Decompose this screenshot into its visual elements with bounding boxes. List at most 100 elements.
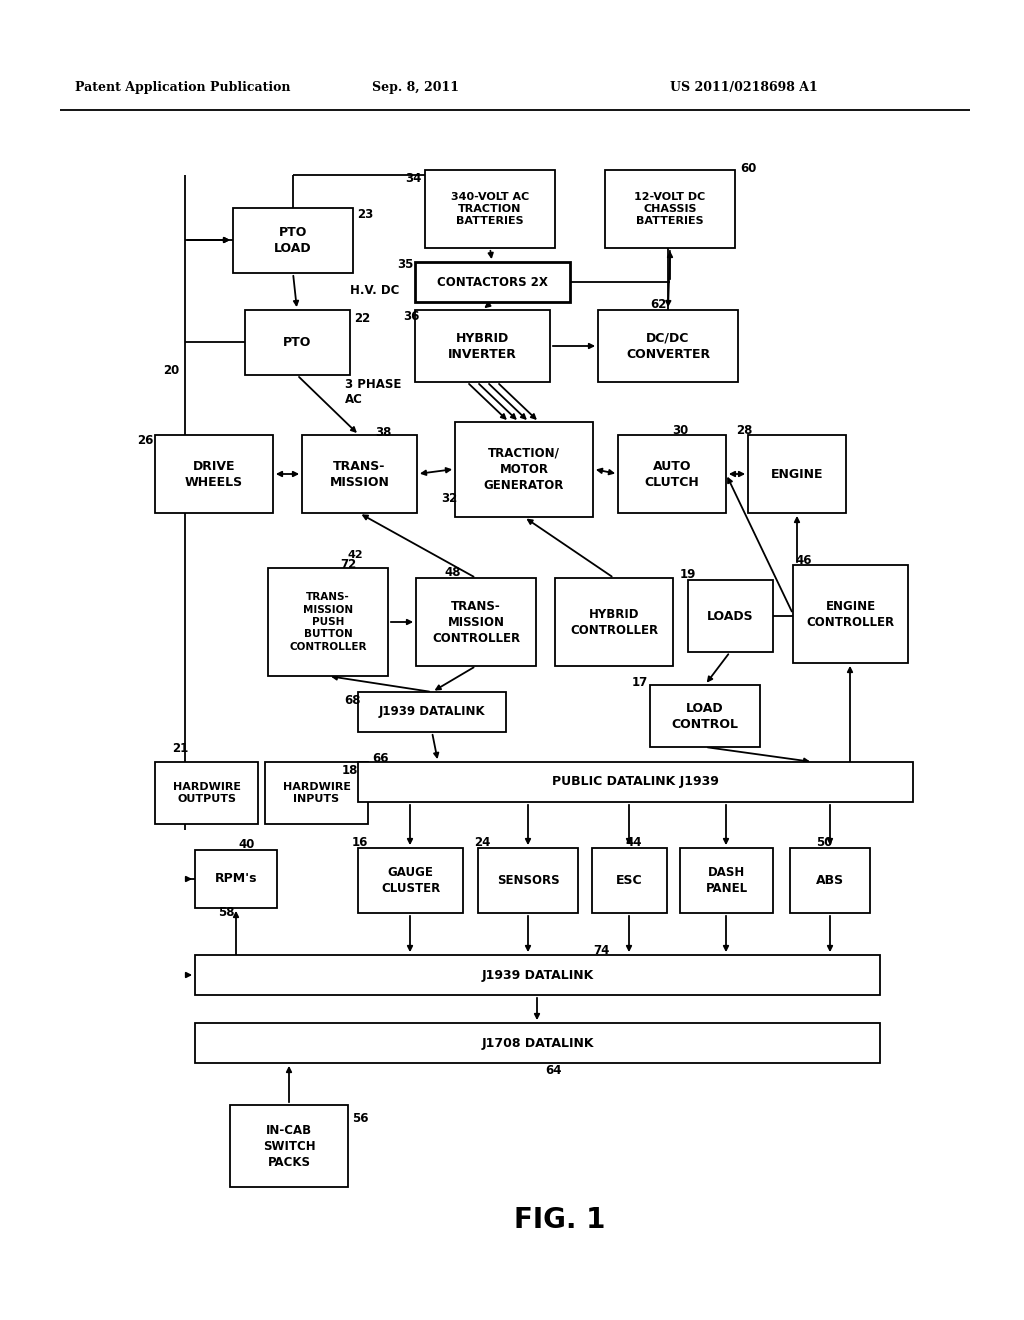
Text: H.V. DC: H.V. DC	[350, 284, 399, 297]
Bar	[793, 565, 908, 663]
Bar	[605, 170, 735, 248]
Bar	[233, 209, 353, 273]
Text: TRANS-
MISSION: TRANS- MISSION	[330, 459, 389, 488]
Text: 3 PHASE
AC: 3 PHASE AC	[345, 378, 401, 407]
Bar	[268, 568, 388, 676]
Bar	[358, 692, 506, 733]
Text: 48: 48	[444, 566, 461, 579]
Bar	[358, 762, 913, 803]
Text: 24: 24	[474, 837, 490, 850]
Text: LOAD
CONTROL: LOAD CONTROL	[672, 701, 738, 730]
Text: TRANS-
MISSION
PUSH
BUTTON
CONTROLLER: TRANS- MISSION PUSH BUTTON CONTROLLER	[289, 593, 367, 652]
Text: 17: 17	[632, 676, 648, 689]
Bar	[592, 847, 667, 913]
Bar	[245, 310, 350, 375]
Text: PTO
LOAD: PTO LOAD	[274, 226, 312, 255]
Text: 62: 62	[650, 298, 667, 312]
Bar	[650, 685, 760, 747]
Text: 34: 34	[406, 172, 421, 185]
Bar	[302, 436, 417, 513]
Text: TRACTION/
MOTOR
GENERATOR: TRACTION/ MOTOR GENERATOR	[483, 447, 564, 492]
Bar	[415, 310, 550, 381]
Text: 20: 20	[163, 363, 179, 376]
Text: Patent Application Publication: Patent Application Publication	[75, 82, 291, 95]
Text: SENSORS: SENSORS	[497, 874, 559, 887]
Bar	[790, 847, 870, 913]
Text: DC/DC
CONVERTER: DC/DC CONVERTER	[626, 331, 710, 360]
Text: 72: 72	[340, 558, 356, 572]
Text: 21: 21	[172, 742, 188, 755]
Bar	[748, 436, 846, 513]
Text: 46: 46	[795, 553, 811, 566]
Bar	[416, 578, 536, 667]
Text: 68: 68	[344, 693, 360, 706]
Text: ESC: ESC	[616, 874, 643, 887]
Text: J1939 DATALINK: J1939 DATALINK	[481, 969, 594, 982]
Text: 26: 26	[137, 433, 154, 446]
Text: 32: 32	[441, 491, 458, 504]
Bar	[688, 579, 773, 652]
Text: 56: 56	[352, 1111, 369, 1125]
Bar	[195, 954, 880, 995]
Text: Sep. 8, 2011: Sep. 8, 2011	[372, 82, 459, 95]
Text: US 2011/0218698 A1: US 2011/0218698 A1	[670, 82, 818, 95]
Bar	[478, 847, 578, 913]
Bar	[555, 578, 673, 667]
Text: ENGINE: ENGINE	[771, 467, 823, 480]
Text: FIG. 1: FIG. 1	[514, 1206, 605, 1234]
Text: LOADS: LOADS	[708, 610, 754, 623]
Text: 66: 66	[372, 751, 388, 764]
Text: 44: 44	[625, 837, 641, 850]
Text: HARDWIRE
INPUTS: HARDWIRE INPUTS	[283, 781, 350, 804]
Bar	[155, 762, 258, 824]
Text: 74: 74	[593, 944, 609, 957]
Text: ABS: ABS	[816, 874, 844, 887]
Text: RPM's: RPM's	[215, 873, 257, 886]
Text: 16: 16	[352, 837, 369, 850]
Text: 18: 18	[342, 763, 358, 776]
Bar	[230, 1105, 348, 1187]
Text: 60: 60	[740, 161, 757, 174]
Text: ENGINE
CONTROLLER: ENGINE CONTROLLER	[807, 599, 895, 628]
Text: J1939 DATALINK: J1939 DATALINK	[379, 705, 485, 718]
Text: 22: 22	[354, 312, 371, 325]
Bar	[425, 170, 555, 248]
Text: PTO: PTO	[284, 337, 311, 348]
Text: PUBLIC DATALINK J1939: PUBLIC DATALINK J1939	[552, 776, 719, 788]
Text: 58: 58	[218, 906, 234, 919]
Text: 40: 40	[238, 838, 254, 851]
Text: HARDWIRE
OUTPUTS: HARDWIRE OUTPUTS	[172, 781, 241, 804]
Text: HYBRID
CONTROLLER: HYBRID CONTROLLER	[570, 607, 658, 636]
Text: 30: 30	[672, 424, 688, 437]
Text: 36: 36	[403, 309, 420, 322]
Bar	[598, 310, 738, 381]
Text: DRIVE
WHEELS: DRIVE WHEELS	[185, 459, 243, 488]
Bar	[195, 1023, 880, 1063]
Text: 28: 28	[736, 424, 753, 437]
Text: 23: 23	[357, 209, 374, 222]
Text: 42: 42	[348, 550, 364, 560]
Text: TRANS-
MISSION
CONTROLLER: TRANS- MISSION CONTROLLER	[432, 599, 520, 644]
Text: J1708 DATALINK: J1708 DATALINK	[481, 1036, 594, 1049]
Bar	[195, 850, 278, 908]
Text: 340-VOLT AC
TRACTION
BATTERIES: 340-VOLT AC TRACTION BATTERIES	[451, 191, 529, 227]
Bar	[265, 762, 368, 824]
Text: 35: 35	[397, 259, 414, 272]
Text: IN-CAB
SWITCH
PACKS: IN-CAB SWITCH PACKS	[263, 1123, 315, 1168]
Text: CONTACTORS 2X: CONTACTORS 2X	[437, 276, 548, 289]
Bar	[455, 422, 593, 517]
Bar	[358, 847, 463, 913]
Text: GAUGE
CLUSTER: GAUGE CLUSTER	[381, 866, 440, 895]
Text: 50: 50	[816, 837, 833, 850]
Text: AUTO
CLUTCH: AUTO CLUTCH	[645, 459, 699, 488]
Text: 38: 38	[375, 425, 391, 438]
Bar	[618, 436, 726, 513]
Bar	[155, 436, 273, 513]
Text: DASH
PANEL: DASH PANEL	[706, 866, 748, 895]
Text: 64: 64	[545, 1064, 561, 1077]
Bar	[680, 847, 773, 913]
Bar	[415, 261, 570, 302]
Text: 12-VOLT DC
CHASSIS
BATTERIES: 12-VOLT DC CHASSIS BATTERIES	[635, 191, 706, 227]
Text: HYBRID
INVERTER: HYBRID INVERTER	[449, 331, 517, 360]
Text: 19: 19	[680, 569, 696, 582]
